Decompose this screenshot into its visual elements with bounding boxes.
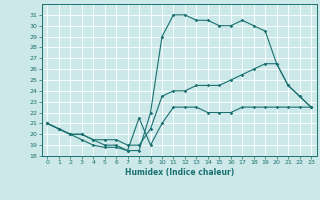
- X-axis label: Humidex (Indice chaleur): Humidex (Indice chaleur): [124, 168, 234, 177]
